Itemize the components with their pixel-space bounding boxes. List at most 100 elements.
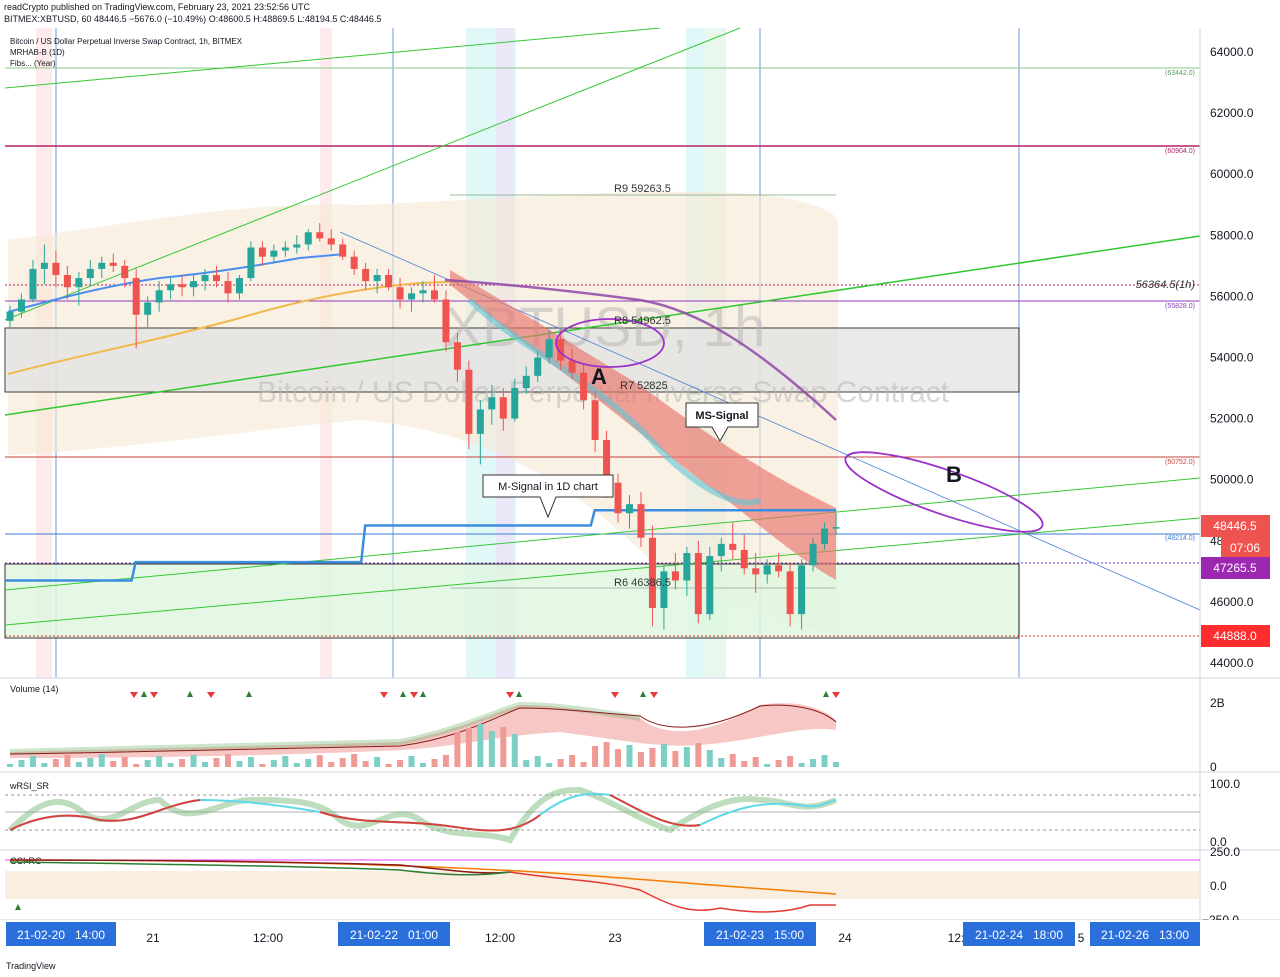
- volume-bar: [752, 757, 759, 767]
- time-badge-3: 21-02-23 15:00: [716, 928, 804, 942]
- candle-body: [430, 290, 438, 300]
- cci-pane: CCI-RC 250.0 0.0 −250.0: [5, 845, 1240, 927]
- chart[interactable]: XBTUSD, 1h Bitcoin / US Dollar Perpetual…: [0, 28, 1280, 957]
- volume-bar: [52, 759, 59, 767]
- candle-body: [740, 549, 748, 569]
- volume-bar: [316, 755, 323, 767]
- badge-red: 44888.0: [1213, 629, 1257, 643]
- volume-bar: [202, 762, 209, 767]
- candle-body: [775, 565, 783, 572]
- candle-body: [224, 281, 232, 294]
- candle-body: [706, 556, 714, 615]
- time-label-1200a: 12:00: [253, 931, 283, 945]
- level-label-55828: (55828.0): [1165, 303, 1195, 310]
- time-label-12c: 12:: [948, 931, 965, 945]
- volume-title: Volume (14): [10, 684, 59, 694]
- time-label-24: 24: [838, 931, 852, 945]
- channel-band: [8, 191, 838, 635]
- time-label-21: 21: [146, 931, 160, 945]
- candle-body: [293, 244, 301, 248]
- published-info: readCrypto published on TradingView.com,…: [4, 2, 311, 12]
- volume-tick: 2B: [1210, 696, 1225, 710]
- teal-band: [467, 297, 762, 506]
- candle-body: [798, 565, 806, 615]
- volume-bar: [649, 748, 656, 767]
- volume-bar: [695, 743, 702, 767]
- candle-body: [52, 262, 60, 276]
- candle-body: [821, 528, 829, 544]
- level-label-63442: (63442.0): [1165, 70, 1195, 77]
- rsi-tick-top: 100.0: [1210, 777, 1240, 791]
- wrsi-pane: wRSI_SR 100.0 0.0: [5, 777, 1240, 849]
- volume-bar: [190, 755, 197, 767]
- volume-bar: [144, 760, 151, 767]
- volume-bar: [167, 763, 174, 767]
- time-label-5: 5: [1078, 931, 1085, 945]
- price-axis[interactable]: 64000.0 62000.0 60000.0 58000.0 56000.0 54000…: [1210, 45, 1254, 670]
- candle-body: [144, 302, 152, 315]
- volume-bar: [810, 759, 817, 767]
- candle-body: [683, 553, 691, 581]
- candle-body: [40, 262, 48, 269]
- lower-box: [4, 563, 1020, 639]
- candle-body: [155, 290, 163, 303]
- volume-bar: [121, 757, 128, 767]
- volume-bar: [29, 756, 36, 767]
- volume-bar: [626, 745, 633, 767]
- volume-bar: [546, 763, 553, 767]
- close-value: C:48446.5: [339, 14, 382, 24]
- candle-body: [419, 290, 427, 294]
- m-signal-1d-line: [5, 509, 837, 582]
- candle-body: [373, 275, 381, 282]
- candle-body: [637, 504, 645, 538]
- price-tick: 52000.0: [1210, 412, 1254, 426]
- candle-body: [339, 244, 347, 257]
- tradingview-brand: TradingView: [6, 961, 56, 971]
- volume-bar: [213, 758, 220, 767]
- r7-label: R7 52825: [620, 380, 668, 392]
- rsi-tick-bottom: 0.0: [1210, 835, 1227, 849]
- volume-bar: [718, 758, 725, 767]
- candle-body: [396, 287, 404, 300]
- candle-body: [568, 360, 576, 373]
- high-value: H:48869.5: [253, 14, 295, 24]
- time-label-23: 23: [608, 931, 622, 945]
- volume-bar: [64, 755, 71, 767]
- volume-bar: [293, 763, 300, 767]
- volume-bar: [351, 754, 358, 767]
- volume-bar: [75, 762, 82, 767]
- ma-purple: [444, 278, 837, 421]
- time-badge-5: 21-02-26 13:00: [1101, 928, 1189, 942]
- volume-bar: [511, 734, 518, 767]
- candle-body: [488, 397, 496, 410]
- price-tick: 62000.0: [1210, 106, 1254, 120]
- price-tick: 50000.0: [1210, 473, 1254, 487]
- candle-body: [167, 284, 175, 291]
- time-axis[interactable]: 21-02-20 14:00 21 12:00 21-02-22 01:00 1…: [0, 920, 1280, 946]
- candle-body: [350, 256, 358, 269]
- volume-bar: [236, 761, 243, 767]
- candle-body: [729, 543, 737, 550]
- cci-tick-mid: 0.0: [1210, 879, 1227, 893]
- time-label-1200b: 12:00: [485, 931, 515, 945]
- badge-current: 48446.5: [1213, 519, 1257, 533]
- volume-bar: [98, 754, 105, 767]
- time-badge-1: 21-02-20 14:00: [17, 928, 105, 942]
- volume-bar: [7, 764, 13, 767]
- cci-tick-top: 250.0: [1210, 845, 1240, 859]
- circle-a: [555, 318, 665, 368]
- price-tick: 54000.0: [1210, 351, 1254, 365]
- price-tick: 60000.0: [1210, 167, 1254, 181]
- volume-bar: [741, 761, 748, 767]
- candle-body: [671, 571, 679, 581]
- volume-bar: [224, 754, 231, 767]
- footer: TradingView: [0, 957, 1280, 977]
- candle-body: [660, 571, 668, 609]
- candle-body: [453, 342, 461, 370]
- level-label-50752: (50752.0): [1165, 459, 1195, 466]
- time-badge-2: 21-02-22 01:00: [350, 928, 438, 942]
- candle-body: [98, 262, 106, 269]
- open-value: O:48600.5: [208, 14, 251, 24]
- candle-body: [832, 527, 840, 529]
- volume-bar: [270, 760, 277, 767]
